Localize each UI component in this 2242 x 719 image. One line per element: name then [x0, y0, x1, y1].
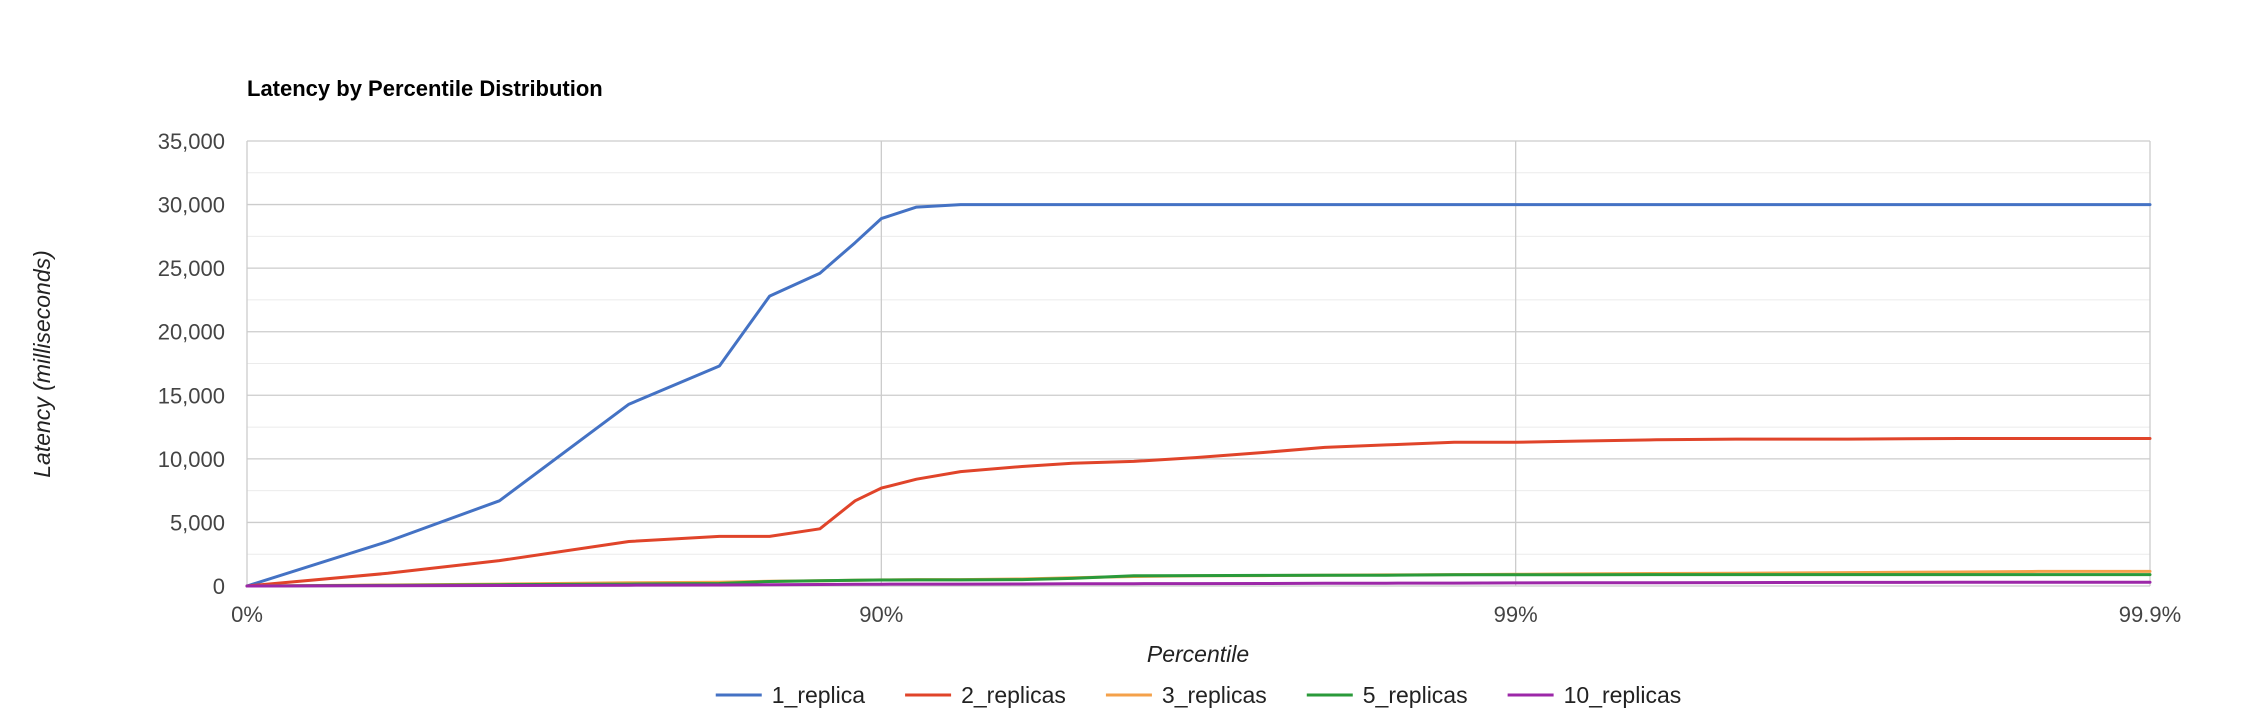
x-tick-label: 0% [231, 602, 263, 627]
series-line-5_replicas [245, 573, 2152, 588]
legend-label: 1_replica [772, 682, 866, 708]
series-lines [245, 203, 2152, 588]
x-tick-label: 99% [1494, 602, 1538, 627]
series-line-10_replicas [245, 580, 2152, 588]
x-tick-label: 99.9% [2119, 602, 2181, 627]
gridlines [246, 140, 2151, 587]
legend: 1_replica 2_replicas 3_replicas 5_replicas 1… [715, 682, 1682, 708]
y-tick-label: 35,000 [158, 129, 225, 154]
y-tick-label: 20,000 [158, 320, 225, 345]
y-tick-label: 15,000 [158, 383, 225, 408]
x-axis-label: Percentile [1147, 641, 1249, 667]
chart-title: Latency by Percentile Distribution [247, 76, 603, 101]
x-axis-ticks: 0% 90% 99% 99.9% [231, 602, 2181, 627]
y-tick-label: 30,000 [158, 193, 225, 218]
series-line-1_replica [245, 203, 2152, 588]
series-line-2_replicas [245, 437, 2152, 588]
legend-label: 5_replicas [1363, 682, 1468, 708]
y-tick-label: 10,000 [158, 447, 225, 472]
x-tick-label: 90% [859, 602, 903, 627]
y-axis-ticks: 0 5,000 10,000 15,000 20,000 25,000 30,000 35,0… [158, 129, 225, 599]
legend-label: 10_replicas [1564, 682, 1682, 708]
y-tick-label: 0 [213, 574, 225, 599]
legend-label: 3_replicas [1162, 682, 1267, 708]
y-tick-label: 25,000 [158, 256, 225, 281]
y-tick-label: 5,000 [170, 510, 225, 535]
y-axis-label: Latency (milliseconds) [29, 250, 55, 478]
legend-label: 2_replicas [961, 682, 1066, 708]
